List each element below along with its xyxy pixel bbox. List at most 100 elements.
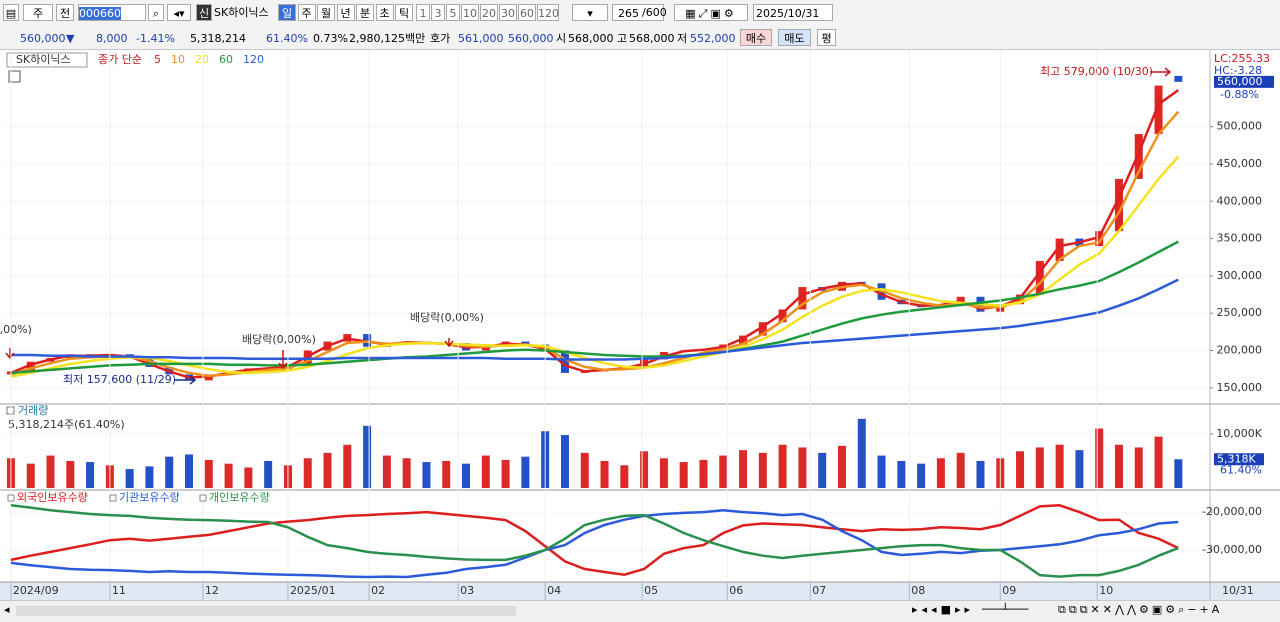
tool-icons[interactable]: ⧉⧉⧉✕✕⋀⋀⚙▣⚙⌕−+A	[1058, 603, 1223, 616]
line-series	[10, 110, 1180, 378]
interval-button[interactable]: 10	[461, 4, 479, 21]
volume-bar	[363, 425, 372, 488]
period-button[interactable]: 초	[375, 4, 394, 21]
period-unit[interactable]: 주	[23, 4, 53, 21]
avg-button[interactable]: 평	[817, 29, 836, 46]
volume-bar	[323, 452, 332, 488]
period-button[interactable]: 주	[297, 4, 316, 21]
blank-select[interactable]: ▾	[572, 4, 608, 21]
change: 8,000	[96, 32, 128, 45]
volume-bar	[66, 460, 75, 488]
period-button[interactable]: 년	[336, 4, 355, 21]
x-tick-label: 12	[205, 584, 219, 597]
period-button[interactable]: 분	[356, 4, 374, 21]
amount: 2,980,125백만	[349, 32, 426, 45]
interval-button[interactable]: 20	[480, 4, 498, 21]
y-tick-label: -30,000,00	[1202, 543, 1262, 556]
y-tick-label: 200,000	[1217, 344, 1263, 357]
volume-bar	[1154, 436, 1163, 488]
volume-bar	[86, 462, 95, 488]
volume-bar	[580, 452, 589, 488]
legend-ma-label: 종가 단순	[98, 53, 142, 66]
volume-bar	[501, 459, 510, 488]
volume-bar	[758, 452, 767, 488]
volume-bar	[659, 458, 668, 488]
prev-button[interactable]: 전	[56, 4, 74, 21]
legend-entry: 기관보유수량	[119, 491, 180, 504]
volume-bar	[26, 463, 35, 488]
volume-bar	[1095, 428, 1104, 488]
code-input[interactable]: 000660	[78, 4, 146, 21]
interval-button[interactable]: 3	[431, 4, 445, 21]
scroll-thumb[interactable]	[16, 606, 516, 616]
legend-entry: 개인보유수량	[209, 491, 270, 504]
y-tick-label: 150,000	[1217, 381, 1263, 394]
legend-entry: 20	[195, 53, 209, 66]
volume-bar	[462, 463, 471, 488]
date-box[interactable]: 2025/10/31	[753, 4, 833, 21]
x-tick-label: 09	[1002, 584, 1016, 597]
annotation: 배당락(0,00%)	[242, 333, 316, 346]
candle	[560, 350, 569, 373]
volume-bar	[778, 444, 787, 488]
volume-ratio: 61.40%	[266, 32, 308, 45]
line-series	[10, 240, 1179, 375]
direction: ▼	[66, 32, 75, 45]
period-button[interactable]: 틱	[395, 4, 413, 21]
low: 552,000	[690, 32, 736, 45]
zoom-slider[interactable]: ───┴───	[982, 603, 1029, 616]
y-tick-label: 300,000	[1217, 269, 1263, 282]
calc-icon[interactable]	[8, 70, 21, 83]
high: 568,000	[629, 32, 675, 45]
volume-bar	[46, 455, 55, 488]
chart-bg	[0, 50, 1280, 582]
buy-button[interactable]: 매수	[740, 29, 772, 46]
interval-button[interactable]: 5	[446, 4, 460, 21]
interval-button[interactable]: 1	[416, 4, 430, 21]
last-change: -0.88%	[1220, 88, 1259, 101]
volume-bar	[521, 456, 530, 488]
play-controls[interactable]: ▸◂◂■▸▸	[912, 603, 975, 616]
menu-icon[interactable]: ▤	[3, 4, 19, 21]
period-button[interactable]: 일	[278, 4, 296, 21]
x-axis-bg	[0, 582, 1280, 600]
sell-button[interactable]: 매도	[778, 29, 811, 46]
legend-entry: 5	[154, 53, 161, 66]
volume-bar	[303, 458, 312, 488]
x-tick-label: 08	[911, 584, 925, 597]
interval-button[interactable]: 60	[518, 4, 536, 21]
open: 568,000	[568, 32, 614, 45]
y-tick-label: -20,000,00	[1202, 505, 1262, 518]
legend-marker	[199, 494, 207, 502]
volume-bar	[402, 458, 411, 488]
annotation: 배당락(0,00%)	[0, 323, 32, 336]
annotation: 최저 157,600 (11/29)	[63, 373, 176, 386]
period-button[interactable]: 월	[317, 4, 335, 21]
sound-button[interactable]: ◂▾	[167, 4, 191, 21]
new-button[interactable]: 신	[196, 4, 212, 21]
x-tick-label: 06	[729, 584, 743, 597]
volume-bar	[481, 455, 490, 488]
volume-bar	[1114, 444, 1123, 488]
last-volume-label: 5,318K	[1217, 452, 1256, 465]
volume-bar	[382, 455, 391, 488]
tool-icons[interactable]: ▦⤢▣⚙	[674, 4, 748, 21]
interval-button[interactable]: 120	[537, 4, 559, 21]
candle	[1095, 231, 1104, 247]
candle	[145, 357, 154, 367]
candle	[26, 361, 35, 372]
volume-bar	[560, 435, 569, 488]
volume-bar	[719, 455, 728, 488]
interval-button[interactable]: 30	[499, 4, 517, 21]
volume-bar	[125, 469, 134, 488]
volume-bar	[343, 444, 352, 488]
search-button[interactable]: ⌕	[148, 4, 164, 21]
count-box[interactable]: 265	[612, 4, 664, 21]
legend-box	[6, 52, 88, 68]
scroll-left[interactable]: ◂	[4, 603, 10, 616]
volume-summary: 5,318,214주(61.40%)	[8, 418, 125, 431]
hc-label: HC:-3.28	[1214, 64, 1262, 77]
bid-label: 호가	[430, 32, 451, 45]
x-tick-label: 04	[547, 584, 561, 597]
volume-bar	[1134, 447, 1143, 488]
